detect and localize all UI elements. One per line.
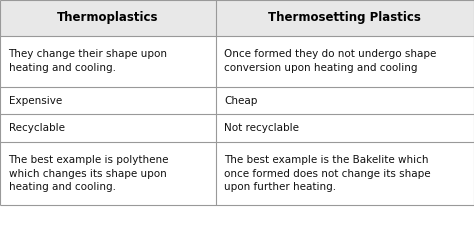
Bar [0, 0, 474, 205]
Text: Expensive: Expensive [9, 96, 62, 106]
Text: Cheap: Cheap [224, 96, 257, 106]
Text: Thermoplastics: Thermoplastics [57, 11, 159, 24]
Text: The best example is polythene
which changes its shape upon
heating and cooling.: The best example is polythene which chan… [9, 155, 169, 192]
Text: Not recyclable: Not recyclable [224, 123, 299, 133]
Text: Thermosetting Plastics: Thermosetting Plastics [268, 11, 421, 24]
Text: The best example is the Bakelite which
once formed does not change its shape
upo: The best example is the Bakelite which o… [224, 155, 431, 192]
Text: Once formed they do not undergo shape
conversion upon heating and cooling: Once formed they do not undergo shape co… [224, 49, 437, 73]
Text: They change their shape upon
heating and cooling.: They change their shape upon heating and… [9, 49, 167, 73]
Bar [0, 0, 474, 36]
Text: Recyclable: Recyclable [9, 123, 64, 133]
